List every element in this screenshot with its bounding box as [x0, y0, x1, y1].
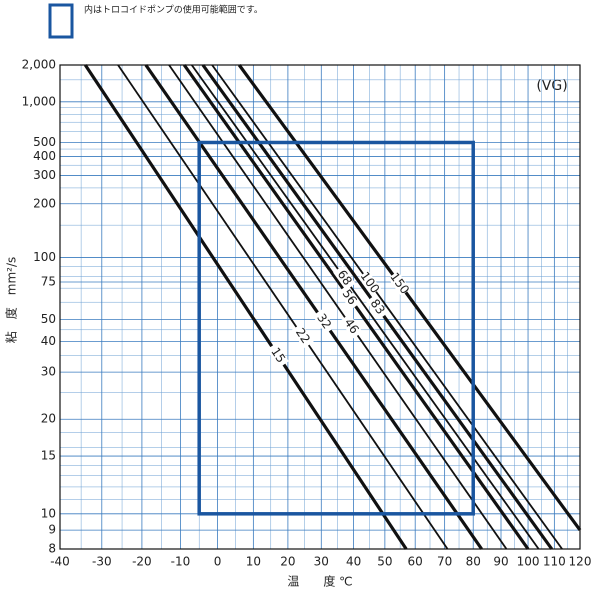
x-tick-label: 100	[517, 555, 540, 569]
y-tick-label: 2,000	[22, 58, 56, 72]
series-label-bg	[266, 342, 289, 368]
series-label-bg	[358, 270, 381, 296]
y-tick-label: 9	[48, 523, 56, 537]
x-tick-label: 60	[408, 555, 423, 569]
y-tick-label: 50	[41, 312, 56, 326]
series-label-bg	[312, 309, 336, 334]
y-tick-label: 20	[41, 412, 56, 426]
usable-range-box	[197, 140, 475, 516]
series-label-bg	[366, 294, 389, 320]
y-tick-label: 8	[48, 542, 56, 556]
x-tick-label: -40	[50, 555, 70, 569]
y-axis-label: 粘 度 mm²/s	[4, 257, 19, 344]
series-line	[211, 64, 563, 550]
legend-text: 内はトロコイドポンプの使用可能範囲です。	[84, 4, 263, 16]
y-tick-label: 400	[33, 149, 56, 163]
series-label-bg	[388, 271, 411, 297]
y-tick-label: 75	[41, 275, 56, 289]
series-label-bg	[340, 313, 363, 339]
series-label-bg	[338, 284, 361, 310]
y-tick-label: 1,000	[22, 94, 56, 108]
x-tick-label: 40	[346, 555, 361, 569]
y-tick-label: 300	[33, 168, 56, 182]
series-line	[237, 64, 582, 532]
series-line	[191, 64, 540, 550]
annotation: (VG)	[536, 78, 567, 94]
y-tick-label: 200	[33, 196, 56, 210]
x-tick-label: 0	[214, 555, 222, 569]
x-tick-label: 50	[377, 555, 392, 569]
x-tick-label: -10	[171, 555, 191, 569]
series-line	[117, 64, 449, 550]
x-axis-label: 温 度 ℃	[287, 574, 352, 589]
plot-border	[59, 64, 581, 550]
y-tick-label: 30	[41, 365, 56, 379]
x-tick-label: 10	[246, 555, 261, 569]
y-tick-label: 100	[33, 250, 56, 264]
y-tick-label: 500	[33, 135, 56, 149]
series-line	[182, 64, 530, 550]
x-tick-label: -20	[132, 555, 152, 569]
x-tick-label: 70	[437, 555, 452, 569]
x-tick-label: 80	[466, 555, 481, 569]
legend-swatch	[48, 3, 74, 39]
series-label-bg	[291, 323, 314, 349]
y-tick-label: 40	[41, 334, 56, 348]
y-tick-label: 10	[41, 506, 56, 520]
x-tick-label: 120	[569, 555, 592, 569]
series-line	[83, 64, 408, 550]
x-tick-label: -30	[92, 555, 112, 569]
series-line	[168, 64, 508, 550]
y-tick-label: 15	[41, 449, 56, 463]
series-label-bg	[333, 265, 356, 291]
x-tick-label: 110	[543, 555, 566, 569]
x-tick-label: 90	[493, 555, 508, 569]
x-tick-label: 20	[280, 555, 295, 569]
x-tick-label: 30	[314, 555, 329, 569]
series-line	[144, 64, 483, 550]
